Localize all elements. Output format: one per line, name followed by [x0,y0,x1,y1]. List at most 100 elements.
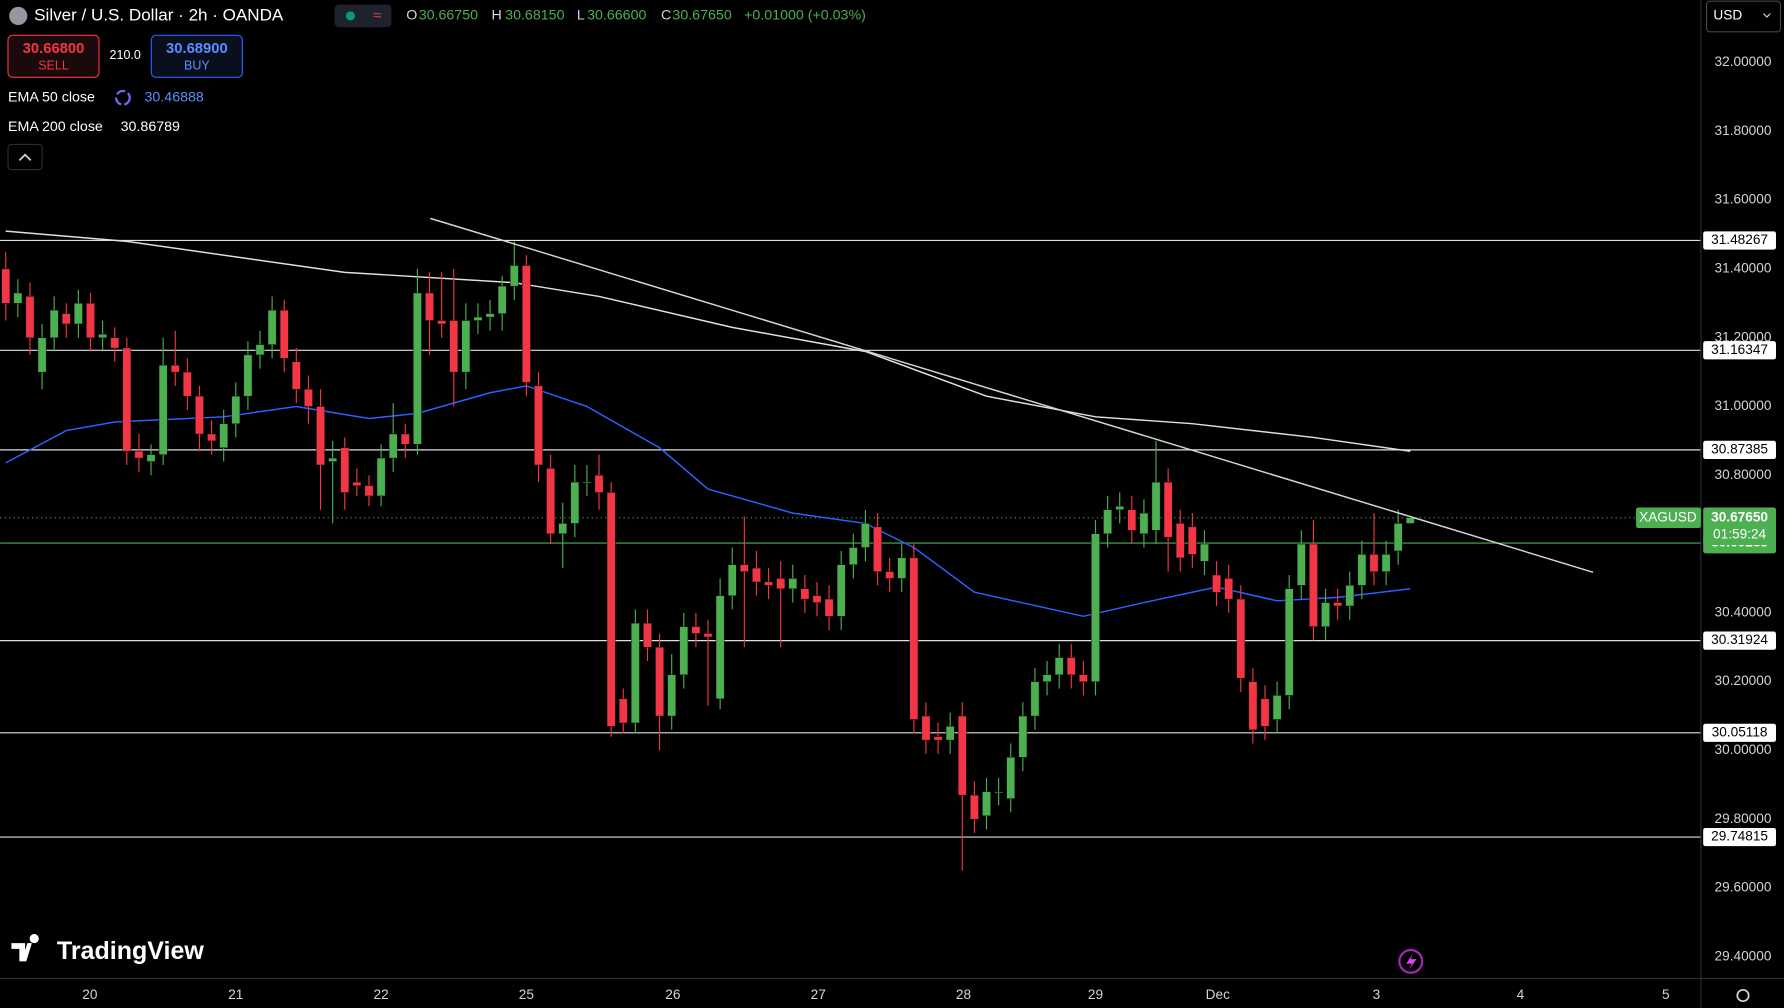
y-tick-label: 31.80000 [1715,123,1772,138]
candle-body [328,457,337,462]
candle-body [255,344,265,356]
candle-body [485,313,495,318]
candle-body [897,557,907,579]
level-label: 30.05118 [1712,724,1768,739]
candle-body [667,674,677,717]
y-tick-label: 31.40000 [1715,261,1772,276]
x-tick-label: 4 [1517,987,1525,1002]
candle-body [970,794,979,820]
collapse-button[interactable] [7,143,43,171]
candle-body [352,481,362,486]
candle-body [691,626,701,634]
spread: 210.0 [110,48,141,62]
y-tick-label: 31.00000 [1715,398,1772,413]
candle-body [316,406,325,466]
buy-price: 30.68900 [166,41,228,57]
currency: USD [1713,8,1742,23]
indicator-name[interactable]: EMA 50 close [8,90,95,106]
y-tick-label: 29.60000 [1715,880,1772,895]
candle-body [873,526,882,572]
candle-body [582,481,592,484]
y-tick-label: 32.00000 [1715,54,1772,69]
sell-button[interactable] [7,34,100,78]
candle-body [1042,674,1052,682]
candle-body [885,571,894,579]
candle-body [945,726,955,741]
candle-body [558,523,568,534]
candle-body [267,309,277,345]
lightning-icon [1406,953,1417,971]
candle-body [1369,554,1379,572]
candle-body [219,423,229,448]
candle-body [1212,574,1221,593]
level-tag [1703,723,1776,742]
candle-body [437,320,446,325]
candle-body [534,385,543,466]
candle-body [207,433,216,442]
ohlc-key: C [661,8,671,24]
candle-body [522,265,531,383]
ohlc-key: O [406,8,417,24]
ohlc-key: L [577,8,585,24]
candle-body [37,337,47,373]
ohlc-change: +0.01000 (+0.03%) [744,8,866,24]
candle-body [1284,588,1294,696]
candle-body [74,303,83,325]
symbol-title[interactable]: Silver / U.S. Dollar · 2h · OANDA [34,5,284,24]
candle-body [1175,523,1185,559]
dropdown-icon [1763,13,1771,18]
trend-line [430,217,1594,573]
candle-body [243,354,253,397]
y-tick-label: 31.20000 [1715,329,1772,344]
y-tick-label: 29.80000 [1715,811,1772,826]
candle-body [170,364,180,373]
candle-body [1272,695,1282,720]
candle-body [933,736,943,741]
lightning-button[interactable] [1398,948,1424,974]
candle-body [1188,526,1197,555]
candle-body [1297,543,1306,586]
buy-button[interactable] [150,34,243,78]
candle-body [1224,578,1234,600]
candle-body [1333,602,1342,607]
level-tag [1703,231,1776,250]
status-icon: ≈ [373,8,381,24]
ohlc-value: 30.66750 [419,8,478,24]
candle-body [1345,585,1355,607]
candle-body [631,622,640,724]
candle-body [158,364,168,455]
candle-body [1030,681,1040,717]
candle-body [304,389,313,407]
status-badge[interactable] [334,4,392,28]
status-dot [345,11,356,21]
candle-body [509,265,519,287]
indicator-name[interactable]: EMA 200 close [8,119,103,135]
candle-body [110,337,120,349]
ohlc-key: H [492,8,502,24]
currency-select[interactable] [1706,0,1782,33]
y-tick-label: 31.60000 [1715,192,1772,207]
candle-body [764,581,773,586]
candle-body [836,564,846,617]
settings-icon[interactable] [1736,988,1750,1003]
candle-body [1,268,11,304]
candle-body [376,457,386,497]
sell-price: 30.66800 [23,41,85,57]
level-tag [1703,341,1776,360]
x-tick-label: 5 [1662,987,1670,1002]
last-price-tag [1703,507,1776,546]
brand-name[interactable]: TradingView [57,937,204,965]
y-tick-label: 30.00000 [1715,742,1772,757]
brand-logo [11,934,39,962]
buy-label: BUY [184,58,210,72]
x-tick-label: Dec [1206,987,1230,1002]
candle-body [122,347,132,452]
candle-body [473,316,483,321]
ema-line [5,230,1411,452]
candle-body [497,285,507,314]
candle-body [1103,509,1112,534]
candle-body [1151,481,1161,531]
candle-body [98,334,107,338]
